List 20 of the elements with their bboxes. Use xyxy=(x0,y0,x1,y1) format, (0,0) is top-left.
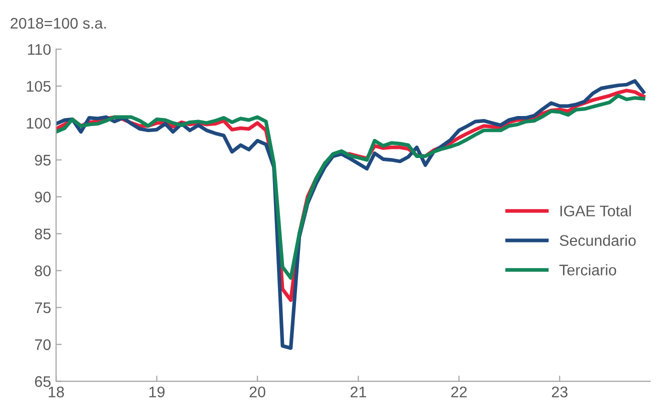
y-tick-label: 85 xyxy=(34,228,51,240)
x-tick-label: 18 xyxy=(48,386,64,398)
legend-label: Terciario xyxy=(559,264,616,276)
x-tick-label: 19 xyxy=(149,386,165,398)
y-tick-label: 110 xyxy=(28,44,51,55)
y-tick-label: 105 xyxy=(26,80,51,92)
y-tick-label: 65 xyxy=(35,376,51,387)
y-tick-label: 100 xyxy=(26,118,51,129)
legend-label: Secundario xyxy=(560,234,636,246)
y-tick-label: 80 xyxy=(34,265,51,276)
y-tick-label: 75 xyxy=(35,302,51,314)
y-tick-label: 95 xyxy=(34,154,51,166)
x-tick-label: 22 xyxy=(451,386,467,398)
x-tick-label: 20 xyxy=(250,386,266,398)
legend-label: IGAE Total xyxy=(560,205,631,216)
y-tick-label: 90 xyxy=(34,192,51,202)
y-axis-title: 2018=100 s.a. xyxy=(10,18,106,29)
y-tick-label: 70 xyxy=(35,339,51,350)
x-tick-label: 23 xyxy=(552,386,568,398)
x-tick-label: 21 xyxy=(350,386,366,398)
